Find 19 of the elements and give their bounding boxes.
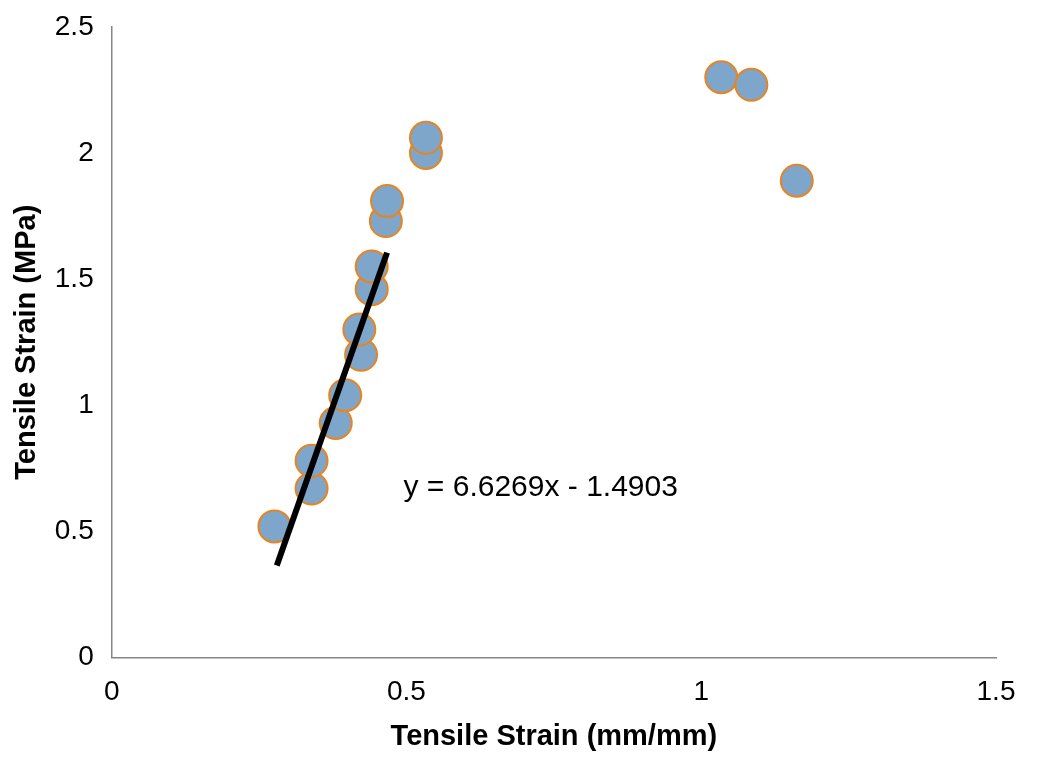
point [370,183,405,218]
x-axis-title: Tensile Strain (mm/mm) [390,718,718,751]
y-axis-title: Tensile Strain (MPa) [9,204,42,480]
point [408,120,443,155]
point [779,163,814,198]
annotation: y = 6.6269x - 1.4903 [403,468,678,502]
y-tick-label: 0 [78,640,94,672]
y-tick-label: 1.5 [54,261,94,293]
y-tick-label: 0.5 [54,514,94,546]
point [257,509,292,544]
point [704,60,739,95]
x-tick-label: 1.5 [976,675,1016,707]
x-tick-label: 0 [103,675,120,707]
y-tick-label: 1 [78,388,94,419]
x-tick-label: 0.5 [387,675,426,707]
y-tick-label: 2 [78,135,94,167]
y-tick-label: 2.5 [54,9,94,41]
point [734,67,769,102]
x-tick-label: 1 [693,675,710,707]
